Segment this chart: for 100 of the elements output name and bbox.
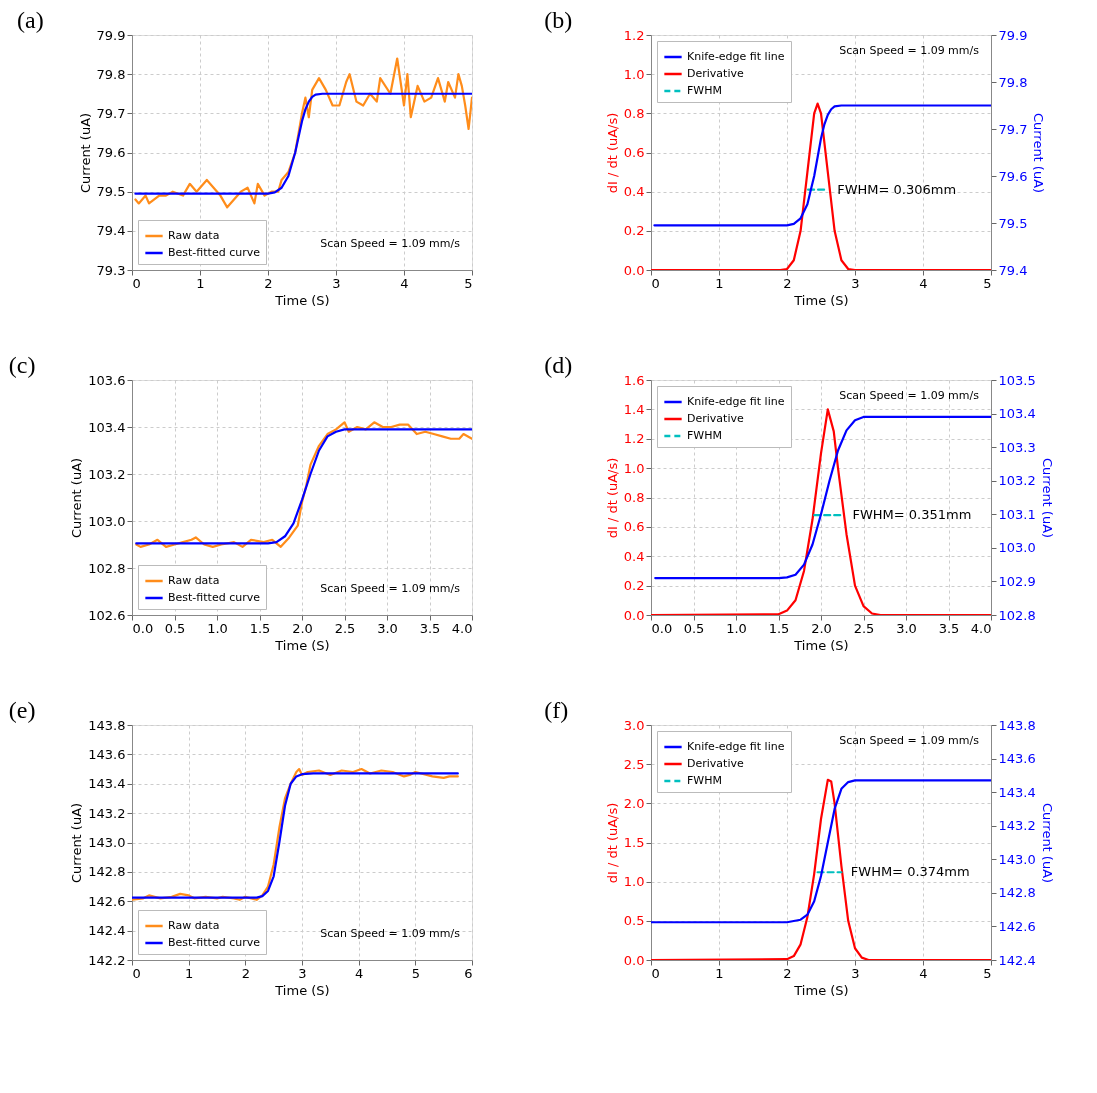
y-tick-label: 142.8: [88, 864, 126, 880]
y-tick-label: 0.4: [623, 548, 645, 564]
x-tick-label: 5: [983, 275, 992, 291]
y-tick-label: 143.2: [88, 805, 126, 821]
chart-title: (e): [8, 697, 36, 723]
x-tick-label: 1: [715, 965, 724, 981]
y-tick-label: 0.2: [623, 223, 645, 239]
x-tick-label: 3: [298, 965, 307, 981]
x-tick-label: 3: [851, 275, 860, 291]
y-tick-label: 1.4: [623, 401, 645, 417]
chart-title: (c): [8, 352, 36, 378]
x-tick-label: 0: [132, 965, 141, 981]
x-axis-title: Time (S): [274, 982, 330, 998]
x-tick-label: 4.0: [451, 620, 473, 636]
y-tick-label: 3.0: [623, 717, 645, 733]
legend-label: Best-fitted curve: [168, 936, 261, 949]
y-tick-label: 79.8: [96, 66, 126, 82]
x-tick-label: 5: [464, 275, 473, 291]
x-tick-label: 1: [196, 275, 205, 291]
y-tick-label: 0.8: [623, 490, 645, 505]
y-axis-title: dI / dt (uA/s): [604, 457, 620, 539]
y-tick-label: 142.6: [88, 893, 126, 909]
chart-title: (d): [544, 352, 573, 378]
y2-axis-title: Current (uA): [1039, 802, 1055, 884]
y-tick-label: 143.6: [88, 746, 126, 762]
y2-tick-label: 102.9: [998, 573, 1036, 589]
x-axis-title: Time (S): [274, 292, 330, 308]
x-tick-label: 2.0: [811, 620, 832, 636]
y-tick-label: 142.4: [88, 923, 126, 939]
y2-tick-label: 103.1: [998, 506, 1036, 522]
y-tick-label: 142.2: [88, 952, 126, 968]
x-tick-label: 2: [783, 965, 792, 981]
annotation: Scan Speed = 1.09 mm/s: [839, 389, 980, 402]
legend-label: FWHM: [687, 774, 722, 787]
y-tick-label: 143.0: [88, 835, 126, 850]
y-tick-label: 79.4: [96, 223, 126, 239]
x-tick-label: 1.0: [726, 620, 747, 636]
y2-tick-label: 103.0: [998, 540, 1036, 556]
y-tick-label: 1.0: [623, 874, 645, 890]
y-tick-label: 0.0: [623, 952, 645, 968]
x-tick-label: 6: [464, 965, 473, 981]
legend-label: FWHM: [687, 84, 722, 97]
y-axis-title: Current (uA): [69, 802, 85, 884]
x-axis-title: Time (S): [793, 292, 849, 308]
legend-label: Derivative: [687, 757, 744, 770]
y-tick-label: 1.2: [623, 431, 645, 447]
legend-label: Best-fitted curve: [168, 246, 261, 259]
line-series: [653, 104, 991, 227]
x-tick-label: 3: [851, 965, 860, 981]
annotation: Scan Speed = 1.09 mm/s: [839, 44, 980, 57]
x-tick-label: 3.0: [896, 620, 917, 636]
annotation: Scan Speed = 1.09 mm/s: [320, 927, 461, 940]
legend-label: Raw data: [168, 229, 220, 242]
x-tick-label: 0.0: [132, 620, 154, 636]
x-tick-label: 5: [983, 965, 992, 981]
y2-tick-label: 79.7: [998, 121, 1028, 137]
y2-tick-label: 143.0: [998, 851, 1036, 867]
y-axis-title: Current (uA): [77, 112, 93, 194]
y2-tick-label: 142.8: [998, 885, 1036, 901]
x-tick-label: 4: [355, 965, 364, 981]
y2-tick-label: 143.4: [998, 784, 1036, 800]
y-tick-label: 1.6: [623, 372, 645, 388]
y-tick-label: 103.0: [88, 513, 126, 529]
y-tick-label: 102.6: [88, 607, 126, 623]
x-tick-label: 1: [185, 965, 194, 981]
y-tick-label: 79.9: [96, 27, 126, 43]
x-tick-label: 0.5: [683, 620, 705, 636]
y-tick-label: 2.0: [623, 795, 645, 811]
legend-label: Knife-edge fit line: [687, 740, 785, 753]
x-tick-label: 3: [332, 275, 341, 291]
x-tick-label: 1: [715, 275, 724, 291]
x-axis-title: Time (S): [793, 982, 849, 998]
x-tick-label: 4.0: [970, 620, 992, 636]
x-axis-title: Time (S): [793, 637, 849, 653]
y2-tick-label: 79.4: [998, 262, 1028, 278]
legend-label: Derivative: [687, 412, 744, 425]
line-series: [654, 415, 991, 580]
y-tick-label: 0.6: [623, 519, 645, 535]
x-tick-label: 4: [919, 275, 928, 291]
legend-label: FWHM: [687, 429, 722, 442]
chart-title: (b): [544, 7, 573, 33]
y-tick-label: 1.0: [623, 66, 645, 82]
legend-label: Derivative: [687, 67, 744, 80]
y-tick-label: 2.5: [623, 756, 645, 772]
x-tick-label: 1.0: [207, 620, 228, 636]
y2-tick-label: 102.8: [998, 607, 1036, 623]
legend-label: Knife-edge fit line: [687, 50, 785, 63]
y2-tick-label: 142.4: [998, 952, 1036, 968]
y-tick-label: 1.2: [623, 27, 645, 43]
x-tick-label: 3.5: [419, 620, 441, 636]
y-tick-label: 0.0: [623, 607, 645, 623]
x-tick-label: 0: [651, 965, 660, 981]
annotation: Scan Speed = 1.09 mm/s: [320, 582, 461, 595]
chart-title: (a): [17, 7, 44, 33]
y-tick-label: 79.5: [96, 184, 126, 200]
x-tick-label: 0.0: [651, 620, 673, 636]
y-axis-title: dI / dt (uA/s): [604, 802, 620, 884]
x-tick-label: 1.5: [249, 620, 271, 636]
y2-tick-label: 103.4: [998, 406, 1036, 422]
line-series: [134, 92, 472, 195]
